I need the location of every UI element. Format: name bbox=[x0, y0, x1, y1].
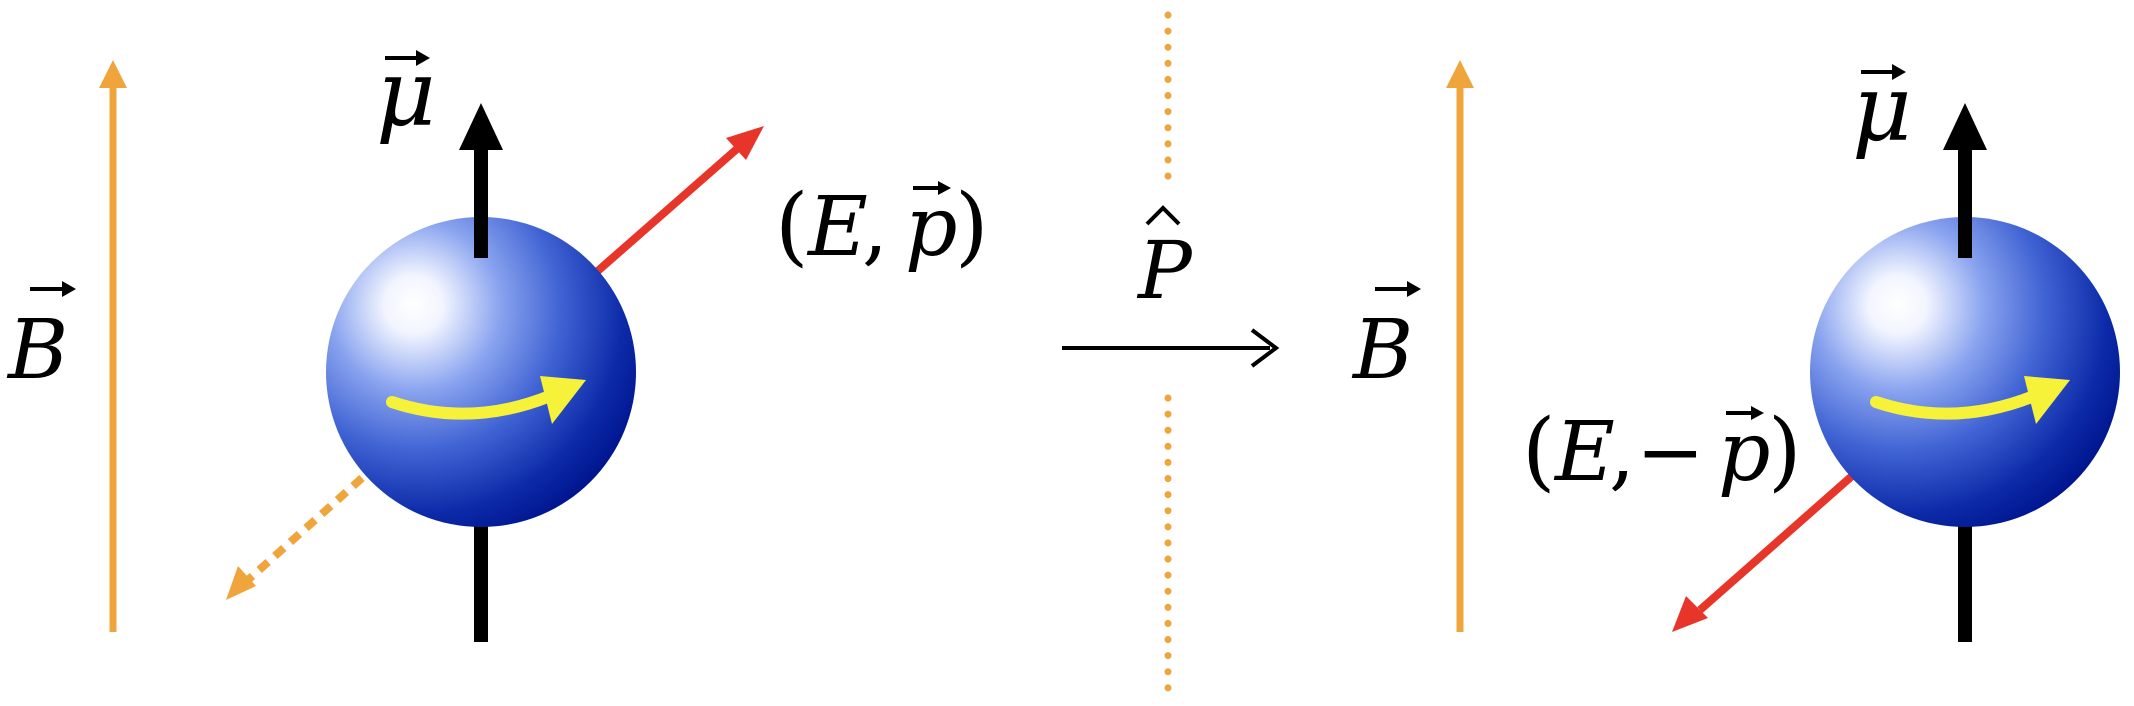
right-paren-open: ( bbox=[1522, 401, 1556, 501]
left-comma: , bbox=[862, 180, 888, 275]
left-momentum-symbol: p bbox=[905, 180, 958, 275]
left-moment-vector-hat bbox=[385, 50, 430, 66]
right-field-label: B bbox=[1351, 303, 1413, 398]
right-field-vector-hat bbox=[1375, 281, 1421, 297]
right-momentum-label: ( E , − p ) bbox=[1522, 401, 1802, 501]
right-moment-arrow bbox=[1943, 103, 1987, 258]
right-comma: , bbox=[1609, 405, 1635, 500]
right-spin-arrow bbox=[1870, 376, 2070, 424]
left-paren-open: ( bbox=[775, 176, 809, 276]
right-momentum-symbol: p bbox=[1718, 405, 1771, 500]
left-momentum-label: ( E , p ) bbox=[775, 176, 989, 276]
parity-operator-hat bbox=[1145, 205, 1181, 226]
right-panel: B μ bbox=[1351, 55, 2120, 642]
left-paren-close: ) bbox=[955, 176, 989, 276]
right-moment-vector-hat bbox=[1861, 64, 1906, 80]
parity-transform-arrow bbox=[1062, 328, 1280, 368]
left-field-arrow bbox=[99, 60, 127, 632]
right-energy-symbol: E bbox=[1553, 405, 1615, 500]
left-energy-symbol: E bbox=[806, 180, 868, 275]
left-panel: B μ bbox=[6, 40, 989, 642]
right-minus-sign: − bbox=[1636, 405, 1705, 500]
left-field-vector-hat bbox=[30, 281, 76, 297]
right-field-arrow bbox=[1446, 60, 1474, 632]
left-field-label: B bbox=[6, 303, 68, 398]
parity-operator: P bbox=[1062, 205, 1280, 368]
parity-operator-label: P bbox=[1136, 224, 1193, 317]
right-particle-sphere bbox=[1810, 217, 2120, 527]
right-paren-close: ) bbox=[1768, 401, 1802, 501]
right-momentum-arrow bbox=[1672, 472, 1855, 632]
right-momentum-vector-hat bbox=[1726, 406, 1764, 420]
left-spin-arrow bbox=[386, 376, 586, 424]
left-moment-arrow bbox=[459, 103, 503, 258]
left-momentum-arrow bbox=[589, 126, 764, 280]
left-mirror-momentum-arrow bbox=[226, 475, 365, 600]
left-momentum-vector-hat bbox=[913, 181, 951, 195]
left-particle-sphere bbox=[326, 217, 636, 527]
